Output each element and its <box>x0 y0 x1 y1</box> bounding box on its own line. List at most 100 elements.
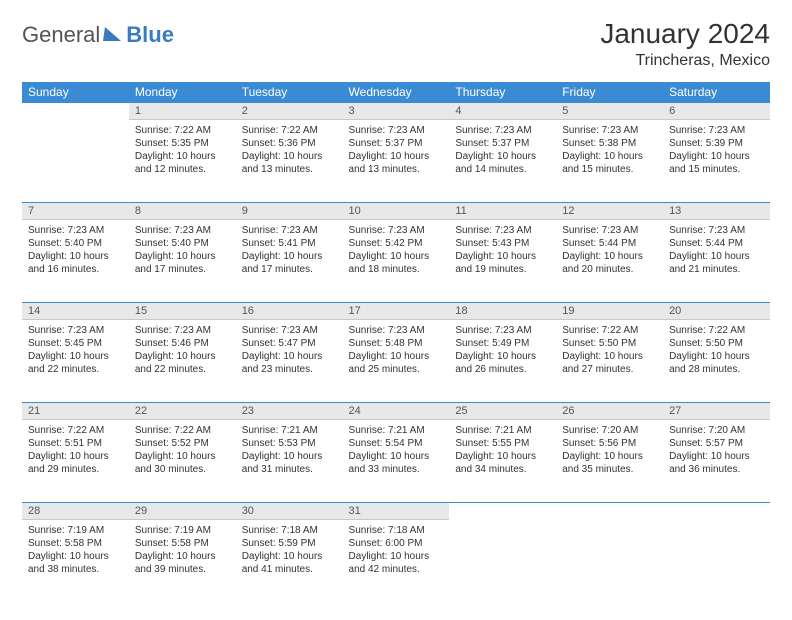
day-details: Sunrise: 7:23 AMSunset: 5:46 PMDaylight:… <box>129 320 236 382</box>
sunrise-text: Sunrise: 7:22 AM <box>135 124 230 137</box>
weekday-heading: Friday <box>556 82 663 102</box>
sunrise-text: Sunrise: 7:23 AM <box>562 124 657 137</box>
sunset-text: Sunset: 5:46 PM <box>135 337 230 350</box>
day-details: Sunrise: 7:22 AMSunset: 5:35 PMDaylight:… <box>129 120 236 182</box>
daylight-text: Daylight: 10 hours and 14 minutes. <box>455 150 550 176</box>
sunrise-text: Sunrise: 7:18 AM <box>242 524 337 537</box>
day-details: Sunrise: 7:21 AMSunset: 5:55 PMDaylight:… <box>449 420 556 482</box>
day-details: Sunrise: 7:23 AMSunset: 5:39 PMDaylight:… <box>663 120 770 182</box>
sunset-text: Sunset: 5:52 PM <box>135 437 230 450</box>
day-number <box>556 502 663 507</box>
day-details: Sunrise: 7:23 AMSunset: 5:44 PMDaylight:… <box>663 220 770 282</box>
sunset-text: Sunset: 5:48 PM <box>349 337 444 350</box>
calendar-day-cell: Sunrise: 7:18 AMSunset: 6:00 PMDaylight:… <box>343 520 450 602</box>
calendar-day-cell: Sunrise: 7:21 AMSunset: 5:53 PMDaylight:… <box>236 420 343 502</box>
calendar-body-row: Sunrise: 7:19 AMSunset: 5:58 PMDaylight:… <box>22 520 770 602</box>
day-details: Sunrise: 7:18 AMSunset: 6:00 PMDaylight:… <box>343 520 450 582</box>
day-number: 3 <box>343 102 450 120</box>
calendar-table: Sunday Monday Tuesday Wednesday Thursday… <box>22 82 770 602</box>
calendar-day-cell: Sunrise: 7:20 AMSunset: 5:56 PMDaylight:… <box>556 420 663 502</box>
sunrise-text: Sunrise: 7:23 AM <box>455 224 550 237</box>
sunset-text: Sunset: 5:36 PM <box>242 137 337 150</box>
calendar-day-cell: Sunrise: 7:21 AMSunset: 5:55 PMDaylight:… <box>449 420 556 502</box>
calendar-daynum-cell: 8 <box>129 202 236 220</box>
sunrise-text: Sunrise: 7:20 AM <box>562 424 657 437</box>
day-number: 20 <box>663 302 770 320</box>
calendar-daynum-cell <box>663 502 770 520</box>
sunrise-text: Sunrise: 7:19 AM <box>28 524 123 537</box>
day-number: 25 <box>449 402 556 420</box>
sunset-text: Sunset: 5:40 PM <box>28 237 123 250</box>
sunset-text: Sunset: 5:44 PM <box>669 237 764 250</box>
day-details: Sunrise: 7:23 AMSunset: 5:45 PMDaylight:… <box>22 320 129 382</box>
sunset-text: Sunset: 5:35 PM <box>135 137 230 150</box>
sunrise-text: Sunrise: 7:22 AM <box>562 324 657 337</box>
sunset-text: Sunset: 5:42 PM <box>349 237 444 250</box>
daylight-text: Daylight: 10 hours and 28 minutes. <box>669 350 764 376</box>
weekday-heading: Saturday <box>663 82 770 102</box>
day-number: 12 <box>556 202 663 220</box>
calendar-daynum-cell: 11 <box>449 202 556 220</box>
sunset-text: Sunset: 5:57 PM <box>669 437 764 450</box>
calendar-daynum-cell: 18 <box>449 302 556 320</box>
calendar-day-cell: Sunrise: 7:23 AMSunset: 5:41 PMDaylight:… <box>236 220 343 302</box>
sunset-text: Sunset: 5:51 PM <box>28 437 123 450</box>
header: General Blue January 2024 Trincheras, Me… <box>22 18 770 70</box>
daylight-text: Daylight: 10 hours and 13 minutes. <box>349 150 444 176</box>
day-number <box>663 502 770 507</box>
calendar-day-cell: Sunrise: 7:23 AMSunset: 5:39 PMDaylight:… <box>663 120 770 202</box>
sunrise-text: Sunrise: 7:23 AM <box>669 124 764 137</box>
calendar-daynum-row: 78910111213 <box>22 202 770 220</box>
daylight-text: Daylight: 10 hours and 23 minutes. <box>242 350 337 376</box>
page-title: January 2024 <box>600 18 770 50</box>
sunset-text: Sunset: 5:50 PM <box>669 337 764 350</box>
day-details: Sunrise: 7:23 AMSunset: 5:40 PMDaylight:… <box>129 220 236 282</box>
day-number: 1 <box>129 102 236 120</box>
calendar-daynum-cell <box>22 102 129 120</box>
logo: General Blue <box>22 18 174 48</box>
day-number: 14 <box>22 302 129 320</box>
day-details: Sunrise: 7:23 AMSunset: 5:38 PMDaylight:… <box>556 120 663 182</box>
sunrise-text: Sunrise: 7:18 AM <box>349 524 444 537</box>
calendar-body-row: Sunrise: 7:22 AMSunset: 5:35 PMDaylight:… <box>22 120 770 202</box>
day-details: Sunrise: 7:20 AMSunset: 5:57 PMDaylight:… <box>663 420 770 482</box>
daylight-text: Daylight: 10 hours and 22 minutes. <box>135 350 230 376</box>
daylight-text: Daylight: 10 hours and 35 minutes. <box>562 450 657 476</box>
weekday-heading: Sunday <box>22 82 129 102</box>
day-number: 4 <box>449 102 556 120</box>
calendar-daynum-cell: 12 <box>556 202 663 220</box>
sunset-text: Sunset: 5:43 PM <box>455 237 550 250</box>
sunrise-text: Sunrise: 7:21 AM <box>455 424 550 437</box>
calendar-daynum-cell: 25 <box>449 402 556 420</box>
calendar-daynum-cell: 28 <box>22 502 129 520</box>
day-details: Sunrise: 7:23 AMSunset: 5:48 PMDaylight:… <box>343 320 450 382</box>
sunrise-text: Sunrise: 7:22 AM <box>242 124 337 137</box>
sunset-text: Sunset: 5:47 PM <box>242 337 337 350</box>
day-number: 19 <box>556 302 663 320</box>
calendar-day-cell <box>22 120 129 202</box>
calendar-day-cell: Sunrise: 7:22 AMSunset: 5:51 PMDaylight:… <box>22 420 129 502</box>
sunrise-text: Sunrise: 7:23 AM <box>135 224 230 237</box>
day-details: Sunrise: 7:23 AMSunset: 5:42 PMDaylight:… <box>343 220 450 282</box>
sunset-text: Sunset: 5:50 PM <box>562 337 657 350</box>
daylight-text: Daylight: 10 hours and 38 minutes. <box>28 550 123 576</box>
sunrise-text: Sunrise: 7:23 AM <box>455 124 550 137</box>
day-details: Sunrise: 7:22 AMSunset: 5:50 PMDaylight:… <box>556 320 663 382</box>
weekday-heading: Wednesday <box>343 82 450 102</box>
day-details: Sunrise: 7:21 AMSunset: 5:53 PMDaylight:… <box>236 420 343 482</box>
sunrise-text: Sunrise: 7:22 AM <box>669 324 764 337</box>
weekday-heading: Monday <box>129 82 236 102</box>
daylight-text: Daylight: 10 hours and 27 minutes. <box>562 350 657 376</box>
sunrise-text: Sunrise: 7:20 AM <box>669 424 764 437</box>
calendar-daynum-row: 28293031 <box>22 502 770 520</box>
calendar-daynum-cell: 26 <box>556 402 663 420</box>
calendar-daynum-cell: 17 <box>343 302 450 320</box>
calendar-body-row: Sunrise: 7:22 AMSunset: 5:51 PM Daylight:… <box>22 420 770 502</box>
calendar-daynum-cell: 30 <box>236 502 343 520</box>
calendar-day-cell: Sunrise: 7:23 AMSunset: 5:47 PMDaylight:… <box>236 320 343 402</box>
calendar-daynum-cell: 7 <box>22 202 129 220</box>
day-details: Sunrise: 7:22 AMSunset: 5:51 PMDaylight:… <box>22 420 129 482</box>
calendar-daynum-cell: 24 <box>343 402 450 420</box>
logo-text-2: Blue <box>126 22 174 48</box>
sunrise-text: Sunrise: 7:22 AM <box>28 424 123 437</box>
